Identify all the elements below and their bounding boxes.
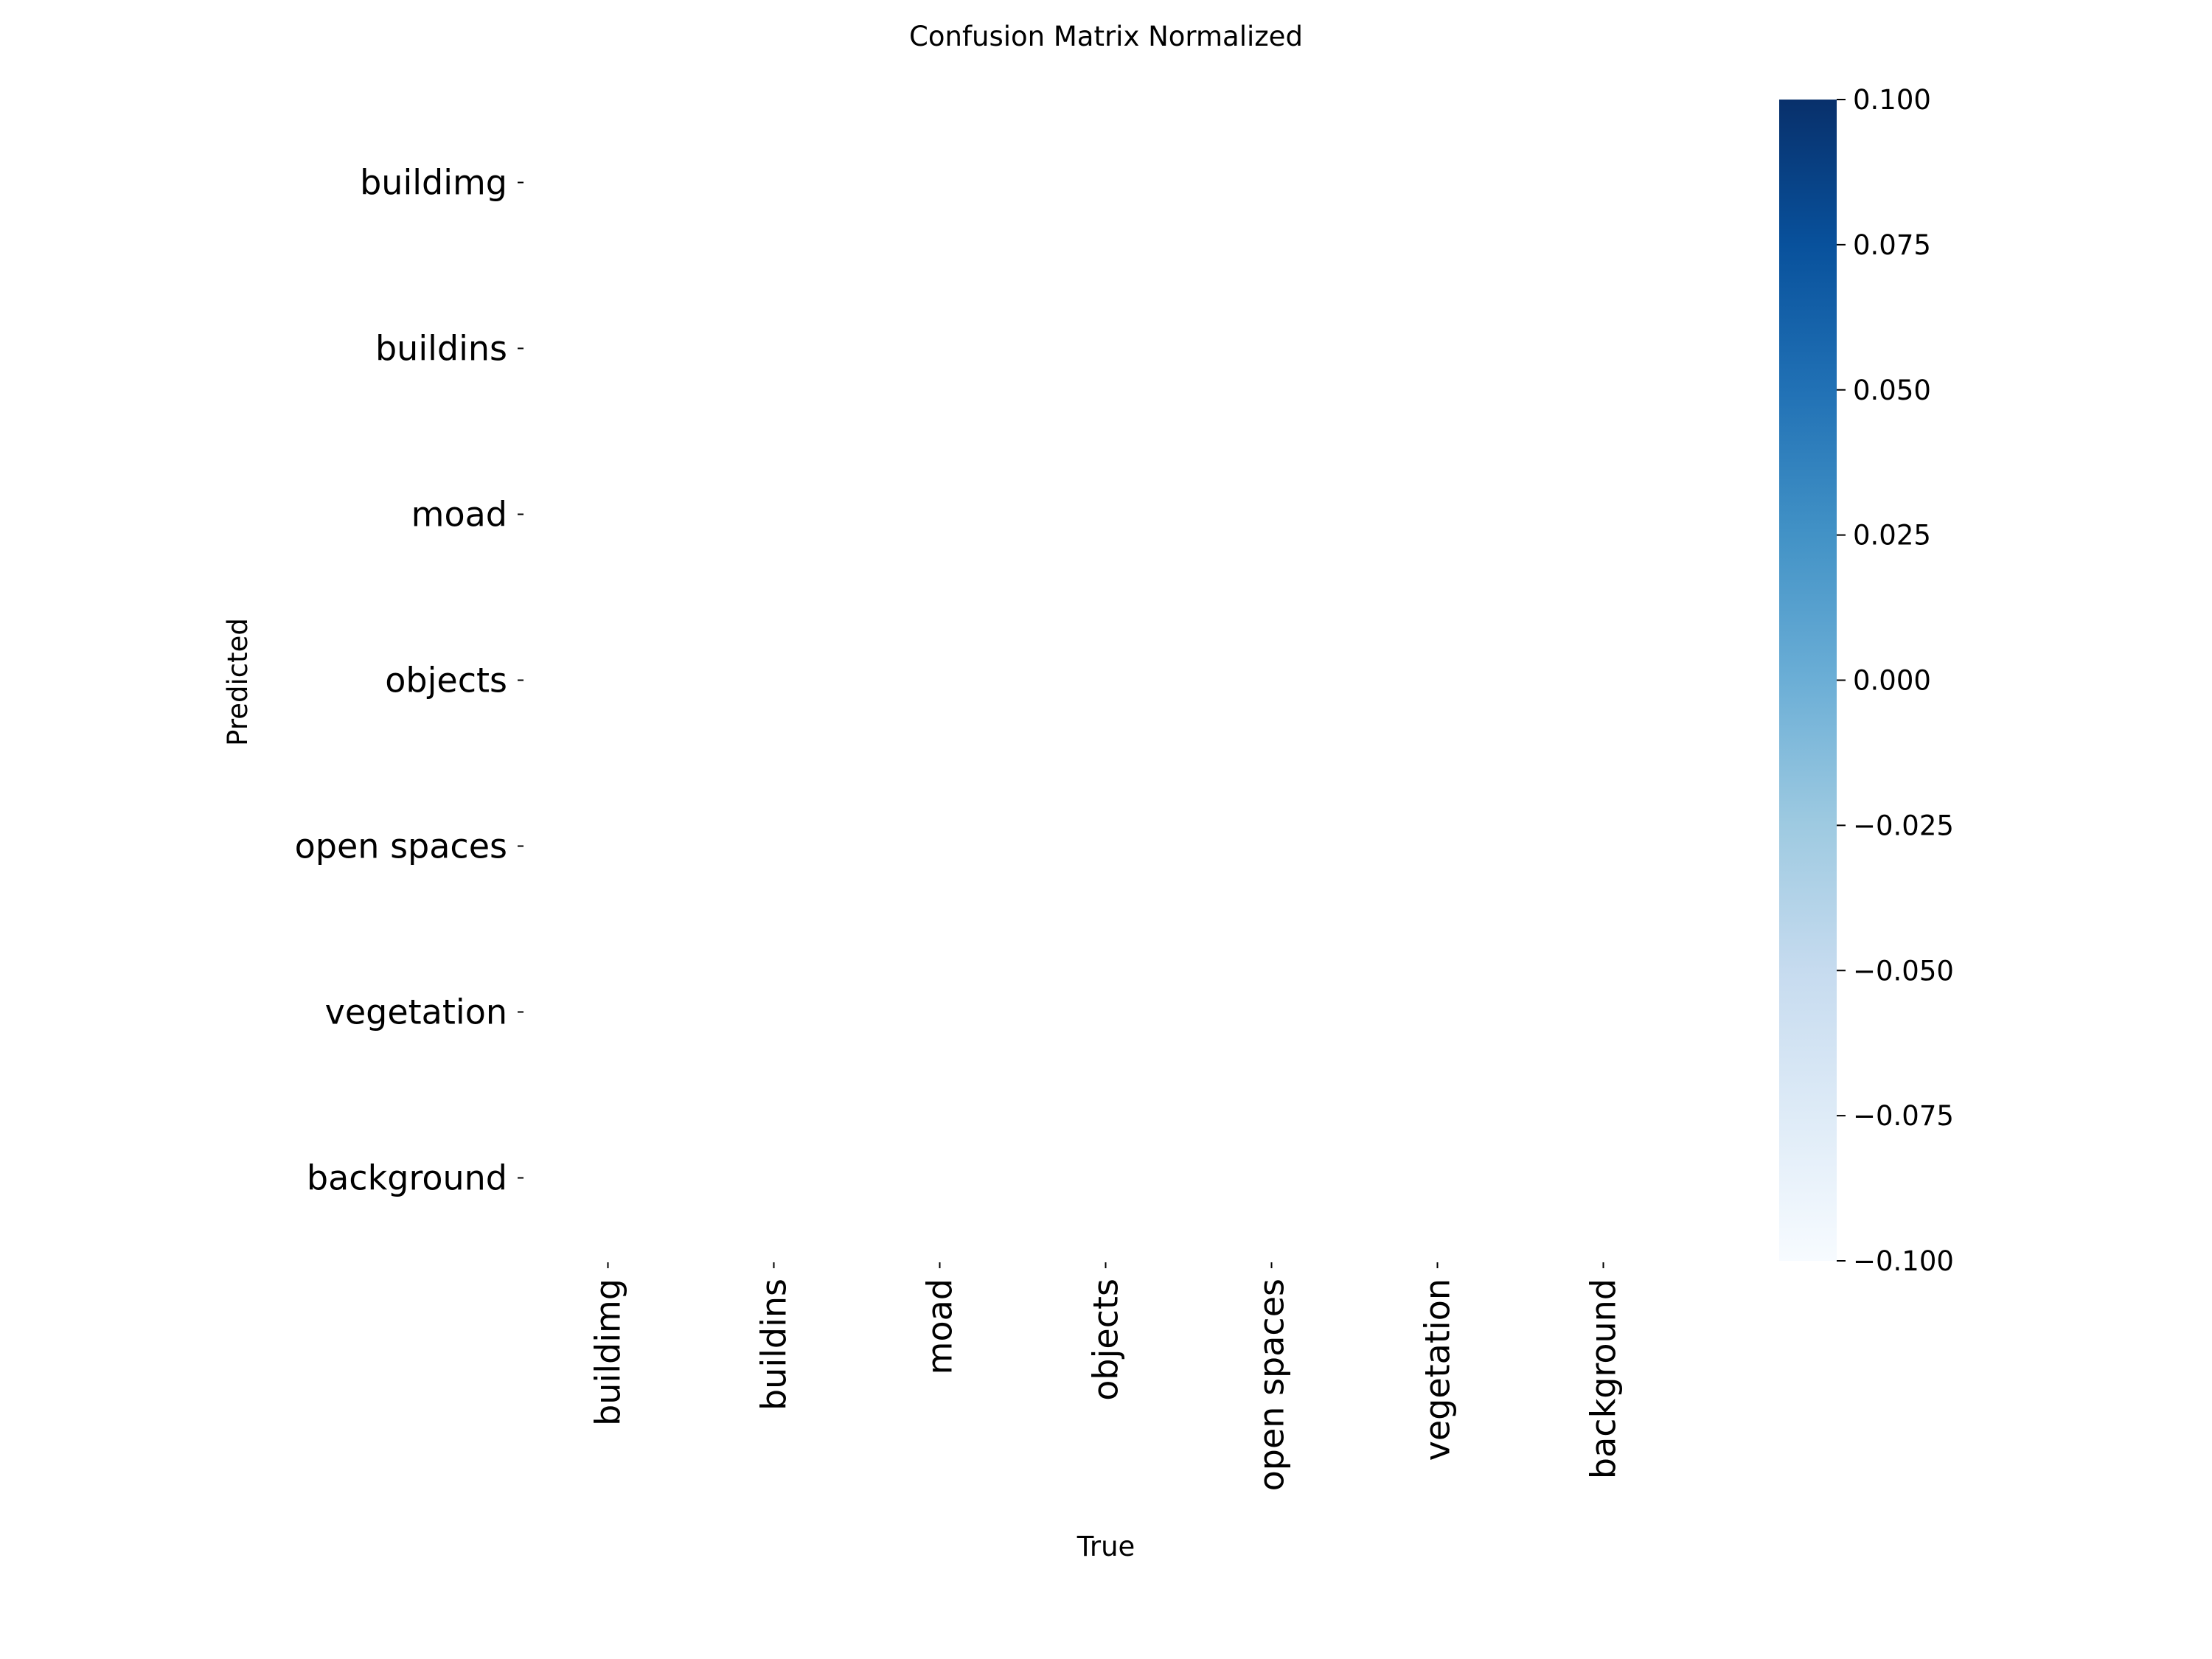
x-tick-label: objects [1086,1279,1126,1401]
heatmap-cell [857,265,1023,431]
heatmap-cell [691,1095,857,1261]
heatmap-cell [1189,597,1354,763]
x-tick-label: moad [920,1279,960,1374]
heatmap-cell [691,929,857,1095]
heatmap-cell [691,597,857,763]
heatmap-cell [1023,597,1189,763]
heatmap-cell [691,100,857,265]
y-axis-ticks: buildimg buildins moad objects open spaces ve… [295,163,524,1198]
heatmap-cell [1520,763,1686,929]
y-tick-label: background [307,1158,507,1198]
heatmap-cell [525,100,691,265]
heatmap-cell [1354,597,1520,763]
y-tick-label: objects [385,661,507,700]
heatmap-cell [1023,1095,1189,1261]
heatmap-cell [857,597,1023,763]
heatmap-cell [1189,100,1354,265]
colorbar-tick-label: −0.025 [1853,810,1954,841]
heatmap-cell [525,265,691,431]
colorbar-tick-label: −0.100 [1853,1245,1954,1277]
colorbar-tick-label: 0.025 [1853,520,1931,552]
y-tick-label: buildimg [360,163,507,203]
chart-title: Confusion Matrix Normalized [909,21,1303,52]
heatmap-cell [1354,1095,1520,1261]
heatmap-cell [1189,1095,1354,1261]
heatmap-cell [1520,265,1686,431]
colorbar-tick-label: 0.050 [1853,375,1931,406]
heatmap-cell [1023,265,1189,431]
heatmap-cell [857,100,1023,265]
colorbar [1779,100,1837,1261]
heatmap-cell [1023,763,1189,929]
heatmap-cell [1023,929,1189,1095]
heatmap-cell [1520,431,1686,597]
heatmap-cell [1023,100,1189,265]
heatmap-cell [525,597,691,763]
x-tick-label: open spaces [1252,1279,1292,1491]
y-tick-label: open spaces [295,827,507,866]
x-tick-label: vegetation [1418,1279,1458,1461]
heatmap-cell [1189,763,1354,929]
heatmap-cell [525,431,691,597]
heatmap-cell [525,1095,691,1261]
heatmap-cell [1189,265,1354,431]
heatmap-cell [857,431,1023,597]
x-axis-label: True [1077,1531,1135,1562]
heatmap-cell [1354,763,1520,929]
heatmap-cell [525,929,691,1095]
heatmap-cell [1354,265,1520,431]
heatmap-cell [1520,100,1686,265]
heatmap-cell [857,763,1023,929]
colorbar-tick-label: 0.000 [1853,665,1931,697]
heatmap-cell [857,929,1023,1095]
x-tick-label: buildins [754,1279,794,1411]
heatmap-cell [691,265,857,431]
heatmap-cell [1354,929,1520,1095]
heatmap-cell [1520,1095,1686,1261]
heatmap-cell [1189,431,1354,597]
y-tick-label: buildins [375,329,507,369]
heatmap-cell [1189,929,1354,1095]
heatmap-cell [1520,597,1686,763]
colorbar-tick-label: −0.050 [1853,955,1954,987]
heatmap-cell [525,763,691,929]
x-tick-label: buildimg [588,1279,628,1426]
colorbar-tick-label: 0.075 [1853,229,1931,261]
x-tick-label: background [1584,1279,1624,1479]
colorbar-ticks: 0.100 0.075 0.050 0.025 0.000 −0.025 −0.050 −0.… [1837,84,1954,1277]
heatmap-cell [857,1095,1023,1261]
heatmap-cell [1354,431,1520,597]
heatmap-cell [1023,431,1189,597]
colorbar-tick-label: 0.100 [1853,84,1931,116]
y-tick-label: moad [411,495,507,535]
heatmap-cell [691,431,857,597]
colorbar-tick-label: −0.075 [1853,1100,1954,1132]
heatmap-cell [691,763,857,929]
y-axis-label: Predicted [222,618,254,746]
heatmap-cell [1520,929,1686,1095]
y-tick-label: vegetation [325,992,507,1032]
heatmap-cell [1354,100,1520,265]
x-axis-ticks: buildimg buildins moad objects open spaces ve… [588,1262,1624,1491]
heatmap-area [525,100,1686,1261]
